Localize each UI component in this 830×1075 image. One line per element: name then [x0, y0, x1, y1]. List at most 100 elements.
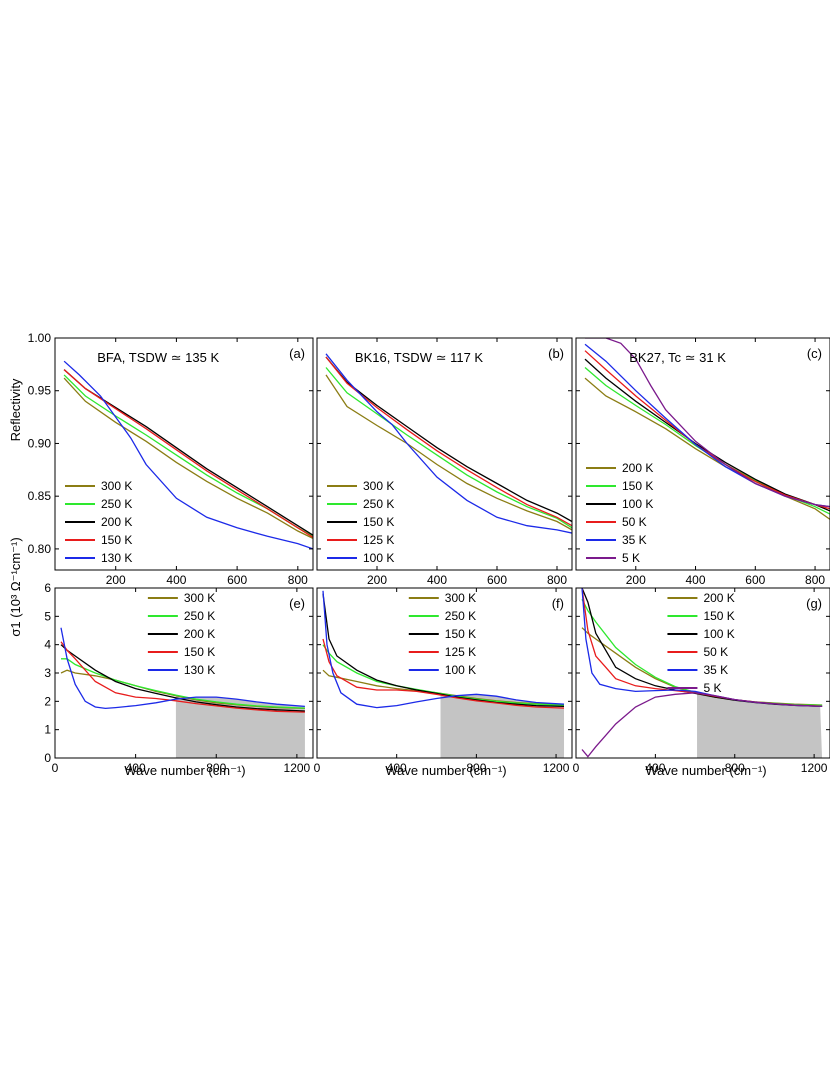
legend-label-g: 200 K — [703, 591, 734, 605]
x-tick-label-f: 1200 — [543, 761, 570, 775]
panel-f: 0 400 800 1200 (f) 300 K 250 K 150 K 125 K 100 K — [314, 587, 573, 775]
series-line-f-150K — [322, 593, 565, 708]
legend-label-f: 300 K — [445, 591, 476, 605]
series-line-c-200K — [584, 377, 830, 520]
x-axis-label-c: Wave number (cm⁻¹) — [645, 763, 766, 778]
x-tick-label-e: 1200 — [284, 761, 311, 775]
y-tick-label-e: 3 — [44, 666, 51, 680]
legend-label-c: 50 K — [622, 515, 647, 529]
legend-label-a: 200 K — [101, 515, 132, 529]
legend-label-g: 150 K — [703, 609, 734, 623]
legend-label-a: 250 K — [101, 497, 132, 511]
legend-label-b: 150 K — [363, 515, 394, 529]
y-tick-label-a: 1.00 — [28, 331, 52, 345]
y-tick-label-e: 2 — [44, 694, 51, 708]
legend-label-g: 50 K — [703, 645, 728, 659]
x-tick-label-f: 800 — [466, 761, 486, 775]
legend-label-e: 200 K — [184, 627, 215, 641]
y-tick-label-e: 4 — [44, 638, 51, 652]
y-tick-label-a: 0.80 — [28, 542, 52, 556]
series-line-e-200K — [60, 644, 305, 712]
y-tick-label-e: 1 — [44, 723, 51, 737]
shaded-region-g — [697, 691, 823, 758]
panel-title-c: BK27, Tc ≃ 31 K — [629, 350, 726, 365]
y-tick-label-a: 0.90 — [28, 436, 52, 450]
series-line-g-35K — [581, 588, 823, 708]
series-line-c-5K — [585, 338, 830, 508]
legend-label-c: 100 K — [622, 497, 653, 511]
panel-c: 200 400 600 800 (c) BK27, Tc ≃ 31 K 200 K 150 K… — [575, 337, 830, 587]
y-tick-label-a: 0.95 — [28, 384, 52, 398]
legend-label-a: 300 K — [101, 479, 132, 493]
x-tick-label-g: 800 — [725, 761, 745, 775]
legend-label-e: 250 K — [184, 609, 215, 623]
x-tick-label-a: 600 — [227, 573, 247, 587]
x-tick-label-b: 800 — [547, 573, 567, 587]
series-line-b-300K — [325, 374, 572, 531]
panel-label-b: (b) — [548, 346, 564, 361]
legend-label-b: 250 K — [363, 497, 394, 511]
x-tick-label-f: 0 — [314, 761, 321, 775]
axes-frame-a — [54, 337, 314, 571]
panel-a: 200 400 600 800 0.80 0.85 0.90 0.95 1.00 (a) BFA, … — [28, 331, 314, 587]
x-tick-label-g: 0 — [573, 761, 580, 775]
y-axis-label-sigma1: σ1 (10³ Ω⁻¹cm⁻¹) — [8, 537, 23, 636]
legend-label-f: 150 K — [445, 627, 476, 641]
y-axis-label-reflectivity: Reflectivity — [8, 378, 23, 441]
panel-label-g: (g) — [806, 596, 822, 611]
x-tick-label-f: 400 — [387, 761, 407, 775]
x-tick-label-a: 200 — [106, 573, 126, 587]
y-tick-label-e: 6 — [44, 581, 51, 595]
x-tick-label-a: 400 — [166, 573, 186, 587]
legend-label-a: 150 K — [101, 533, 132, 547]
y-tick-label-e: 5 — [44, 609, 51, 623]
series-line-e-150K — [60, 641, 305, 713]
legend-label-f: 250 K — [445, 609, 476, 623]
x-tick-label-e: 0 — [52, 761, 59, 775]
series-line-e-250K — [61, 658, 305, 709]
x-tick-label-g: 400 — [645, 761, 665, 775]
panel-b: 200 400 600 800 (b) BK16, TSDW ≃ 117 K 300 K 25… — [316, 337, 573, 587]
series-line-a-150K — [63, 369, 313, 538]
series-line-a-130K — [63, 360, 313, 550]
panel-e: 0 400 800 1200 0 1 2 3 4 5 6 (e) 300 K 250 K 200 K 150 … — [44, 581, 314, 775]
legend-label-f: 125 K — [445, 645, 476, 659]
x-tick-label-c: 800 — [805, 573, 825, 587]
x-tick-label-a: 800 — [288, 573, 308, 587]
panel-g: 0 400 800 1200 (g) 200 K 150 K 100 K 50 K 35 K 5 K — [573, 587, 830, 775]
x-tick-label-g: 1200 — [801, 761, 828, 775]
y-tick-label-a: 0.85 — [28, 489, 52, 503]
x-tick-label-c: 600 — [745, 573, 765, 587]
x-tick-label-b: 400 — [427, 573, 447, 587]
x-tick-label-c: 200 — [626, 573, 646, 587]
series-line-f-125K — [322, 638, 565, 709]
legend-label-c: 35 K — [622, 533, 647, 547]
legend-label-a: 130 K — [101, 551, 132, 565]
series-line-a-300K — [63, 377, 313, 539]
series-line-f-100K — [322, 590, 565, 709]
y-tick-label-e: 0 — [44, 751, 51, 765]
legend-label-c: 5 K — [622, 551, 640, 565]
axes-frame-c — [575, 337, 830, 571]
x-tick-label-b: 600 — [487, 573, 507, 587]
x-axis-label-a: Wave number (cm⁻¹) — [124, 763, 245, 778]
series-line-g-5K — [581, 692, 823, 758]
series-line-b-150K — [325, 356, 572, 523]
series-line-e-130K — [60, 627, 305, 710]
series-line-b-100K — [325, 353, 572, 534]
x-tick-label-e: 800 — [206, 761, 226, 775]
panel-label-e: (e) — [289, 596, 305, 611]
legend-label-e: 150 K — [184, 645, 215, 659]
shaded-region-f — [440, 693, 565, 758]
axes-frame-b — [316, 337, 573, 571]
x-tick-label-e: 400 — [126, 761, 146, 775]
series-line-b-250K — [325, 367, 572, 529]
panel-title-b: BK16, TSDW ≃ 117 K — [355, 350, 484, 365]
legend-label-g: 100 K — [703, 627, 734, 641]
legend-label-e: 130 K — [184, 663, 215, 677]
legend-label-b: 100 K — [363, 551, 394, 565]
legend-label-c: 200 K — [622, 461, 653, 475]
x-tick-label-b: 200 — [367, 573, 387, 587]
x-tick-label-c: 400 — [686, 573, 706, 587]
